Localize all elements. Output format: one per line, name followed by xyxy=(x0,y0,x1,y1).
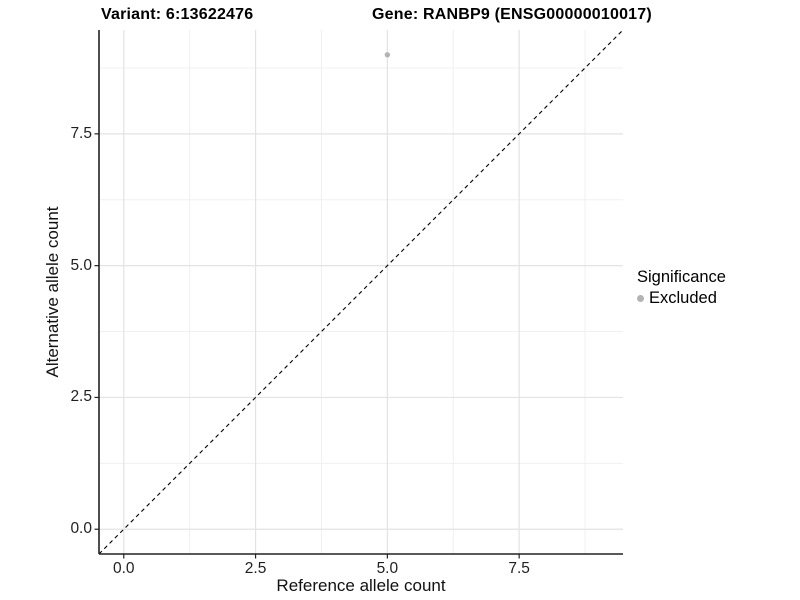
x-tick-label: 7.5 xyxy=(508,560,530,577)
identity-line xyxy=(98,29,624,555)
legend-item-label: Excluded xyxy=(649,289,717,307)
data-point-excluded xyxy=(384,52,391,58)
legend-item-excluded: Excluded xyxy=(637,289,726,308)
y-axis-label: Alternative allele count xyxy=(43,206,62,378)
legend-title: Significance xyxy=(637,268,726,286)
plot-title-gene: Gene: RANBP9 (ENSG00000010017) xyxy=(372,6,652,23)
legend: Significance Excluded xyxy=(637,268,726,308)
plot-title-variant: Variant: 6:13622476 xyxy=(101,6,254,23)
legend-key-dot xyxy=(637,295,644,302)
x-tick-label: 0.0 xyxy=(112,560,135,577)
y-tick-label: 0.0 xyxy=(70,520,92,538)
x-axis-label: Reference allele count xyxy=(276,576,446,595)
x-tick-label: 2.5 xyxy=(244,560,267,577)
y-tick-label: 2.5 xyxy=(70,388,92,406)
x-tick-label: 5.0 xyxy=(376,560,399,577)
y-tick-label: 5.0 xyxy=(70,256,92,274)
y-tick-label: 7.5 xyxy=(70,124,92,142)
